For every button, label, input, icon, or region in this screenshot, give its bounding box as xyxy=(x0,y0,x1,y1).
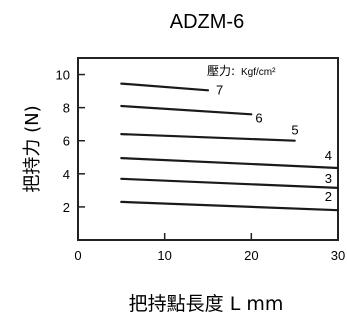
series-label-3: 3 xyxy=(325,171,332,186)
series-label-6: 6 xyxy=(255,110,262,125)
x-axis-label: 把持點長度 L mm xyxy=(129,293,284,315)
x-tick-label: 10 xyxy=(157,248,171,263)
y-tick-label: 2 xyxy=(63,200,70,215)
plot-area xyxy=(77,57,339,241)
series-line-4 xyxy=(120,157,340,170)
x-tick-label: 30 xyxy=(331,248,345,263)
y-axis-ticks: 2 4 6 8 10 xyxy=(56,68,85,215)
y-tick-label: 4 xyxy=(63,167,70,182)
y-tick-label: 10 xyxy=(56,68,70,83)
chart-title: ADZM-6 xyxy=(170,11,244,33)
y-tick-label: 6 xyxy=(63,134,70,149)
series-lines xyxy=(120,82,340,212)
series-label-5: 5 xyxy=(291,123,298,138)
series-line-5 xyxy=(120,133,296,142)
x-tick-label: 0 xyxy=(74,248,81,263)
series-line-3 xyxy=(120,177,340,189)
x-axis-ticks: 0 10 20 30 xyxy=(74,233,345,263)
x-tick-label: 20 xyxy=(244,248,258,263)
series-line-6 xyxy=(120,104,253,116)
legend-title: 壓力: xyxy=(207,64,235,78)
series-line-2 xyxy=(120,200,340,212)
y-tick-label: 8 xyxy=(63,101,70,116)
series-label-4: 4 xyxy=(325,148,332,163)
y-axis-label: 把持力 (N) xyxy=(22,105,43,192)
series-label-2: 2 xyxy=(325,189,332,204)
series-labels: 2 3 4 5 6 7 xyxy=(216,82,332,204)
legend-unit: Kgf/cm² xyxy=(241,67,276,78)
series-line-7 xyxy=(120,82,210,92)
series-label-7: 7 xyxy=(216,82,223,97)
